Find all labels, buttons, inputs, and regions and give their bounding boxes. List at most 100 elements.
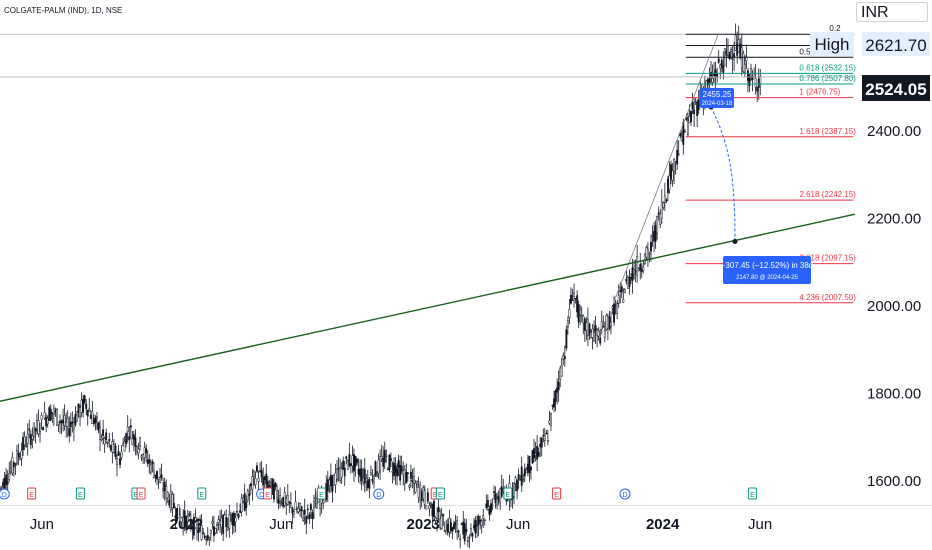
event-marker-label: D <box>2 492 7 499</box>
candle <box>185 516 188 530</box>
candle <box>556 387 559 393</box>
candle <box>414 483 417 493</box>
candle <box>388 454 391 471</box>
candle <box>397 460 400 468</box>
candle <box>369 472 372 476</box>
fib-level-label: 1 (2476.75) <box>799 88 840 97</box>
candle <box>65 421 68 427</box>
y-tick-label: 2000.00 <box>867 298 921 315</box>
candle <box>551 404 554 407</box>
candle <box>188 513 191 516</box>
candle <box>528 455 531 474</box>
event-marker-label: E <box>199 492 204 499</box>
candle <box>172 503 175 509</box>
candle <box>636 256 639 276</box>
candle <box>596 329 599 336</box>
candle <box>400 466 403 472</box>
candle <box>285 498 288 504</box>
candle <box>225 517 228 528</box>
candle <box>599 337 602 344</box>
candle <box>240 497 243 512</box>
x-tick-label: 2023 <box>407 516 440 533</box>
last-price-badge <box>862 75 930 101</box>
candle <box>660 201 663 219</box>
candle <box>530 466 532 471</box>
candle <box>259 470 262 472</box>
candle <box>356 459 358 463</box>
candle <box>154 474 157 478</box>
candle <box>182 516 185 528</box>
candle <box>251 476 254 490</box>
candle <box>697 99 700 111</box>
candle <box>243 493 246 511</box>
candle <box>553 398 555 408</box>
candle <box>717 58 720 63</box>
candle <box>748 75 751 86</box>
candle <box>146 459 149 465</box>
candle <box>670 164 672 179</box>
candle <box>711 77 714 83</box>
candle <box>606 316 609 329</box>
candle <box>537 452 540 457</box>
candle <box>265 473 268 485</box>
candle <box>340 468 343 478</box>
candle <box>105 432 108 440</box>
candle <box>89 414 92 419</box>
candle <box>679 133 682 137</box>
candle <box>100 437 103 440</box>
candle <box>377 459 380 474</box>
candle <box>437 507 440 513</box>
candle <box>63 415 66 426</box>
candle <box>742 53 745 72</box>
candle <box>360 468 363 482</box>
candle <box>49 408 52 421</box>
candle <box>600 321 603 330</box>
high-value: 2621.70 <box>865 36 926 55</box>
candle <box>708 78 711 83</box>
candle <box>566 320 569 328</box>
fib-level-label: 1.618 (2387.15) <box>799 127 856 136</box>
candle <box>645 247 648 258</box>
candle <box>625 278 628 282</box>
candle <box>354 455 357 467</box>
candle <box>62 419 65 424</box>
candle <box>194 517 197 521</box>
high-label: High <box>815 35 850 54</box>
candle <box>423 490 426 505</box>
candle <box>266 481 269 489</box>
candle <box>333 475 335 486</box>
candle <box>22 437 25 451</box>
candle <box>673 159 676 172</box>
candle <box>55 408 58 426</box>
y-tick-label: 1800.00 <box>867 386 921 403</box>
high-label-badge <box>810 32 854 56</box>
candle <box>123 441 126 452</box>
candle <box>268 485 271 488</box>
x-tick-label: Jun <box>506 516 530 533</box>
candle <box>477 515 480 525</box>
candle <box>594 325 597 332</box>
candle <box>96 416 98 419</box>
candle <box>0 488 1 491</box>
candle <box>382 457 385 467</box>
x-tick-label: Jun <box>748 516 772 533</box>
candle <box>109 445 112 451</box>
candle <box>177 504 180 519</box>
currency-selector[interactable]: INR <box>856 2 928 22</box>
earnings-marker <box>197 487 207 500</box>
candle <box>186 516 189 522</box>
candle <box>419 484 422 501</box>
candle <box>334 472 337 485</box>
candle <box>199 523 202 526</box>
candle <box>411 479 414 482</box>
candle <box>389 458 392 461</box>
candle <box>691 102 694 110</box>
candle <box>488 508 491 515</box>
candle <box>357 468 360 475</box>
event-marker-label: E <box>750 492 755 499</box>
candle <box>245 501 248 509</box>
candle <box>662 202 665 208</box>
candle <box>445 530 448 535</box>
candle <box>277 498 280 504</box>
